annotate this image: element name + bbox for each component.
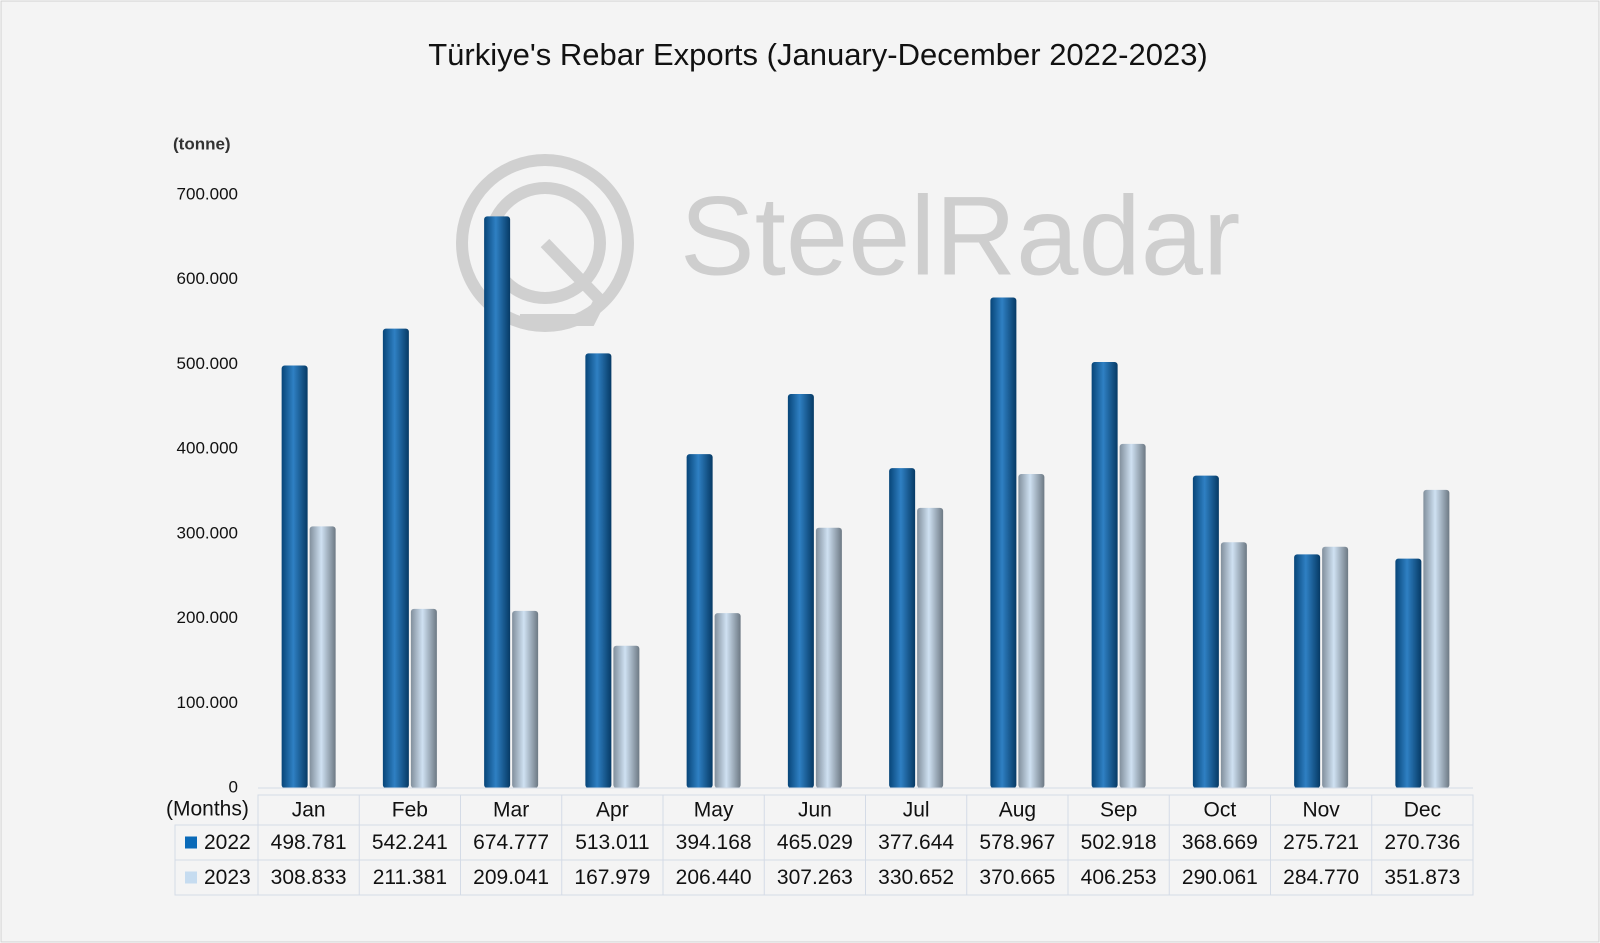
value-label: 270.736 (1384, 831, 1460, 854)
legend-label: 2023 (204, 866, 251, 889)
value-label: 209.041 (473, 866, 549, 889)
x-tick-label: Apr (596, 799, 629, 822)
bar (1220, 542, 1247, 788)
bar (1395, 558, 1422, 788)
bar (1192, 475, 1219, 788)
x-tick-label: Feb (392, 799, 428, 822)
value-label: 502.918 (1081, 831, 1157, 854)
watermark: SteelRadar (680, 174, 1240, 299)
value-label: 211.381 (373, 866, 447, 889)
bar (1091, 361, 1118, 788)
y-tick-label: 300.000 (177, 523, 238, 542)
x-tick-label: Jan (292, 799, 326, 822)
bar (889, 468, 916, 788)
y-tick-label: 700.000 (177, 184, 238, 203)
x-tick-label: Aug (999, 799, 1036, 822)
bar (917, 507, 944, 788)
x-tick-label: May (694, 799, 734, 822)
bar (714, 613, 741, 788)
value-label: 167.979 (574, 866, 650, 889)
value-label: 290.061 (1182, 866, 1258, 889)
y-tick-label: 0 (229, 777, 238, 796)
value-label: 307.263 (777, 866, 853, 889)
value-label: 206.440 (676, 866, 752, 889)
value-label: 674.777 (473, 831, 549, 854)
bar (1294, 554, 1321, 788)
bar (410, 608, 437, 788)
bar (585, 353, 612, 788)
chart-title: Türkiye's Rebar Exports (January-Decembe… (428, 37, 1208, 72)
x-tick-label: Mar (493, 799, 529, 822)
value-label: 351.873 (1384, 866, 1460, 889)
legend-label: 2022 (204, 831, 251, 854)
legend-swatch (185, 871, 197, 884)
x-tick-label: Nov (1302, 799, 1340, 822)
bar (1119, 443, 1146, 788)
value-label: 578.967 (979, 831, 1055, 854)
y-tick-label: 600.000 (177, 269, 238, 288)
bar (686, 454, 713, 788)
value-label: 377.644 (878, 831, 954, 854)
value-label: 308.833 (271, 866, 347, 889)
value-label: 406.253 (1081, 866, 1157, 889)
value-label: 513.011 (575, 831, 649, 854)
y-tick-label: 200.000 (177, 608, 238, 627)
value-label: 275.721 (1283, 831, 1359, 854)
bar (281, 365, 308, 788)
value-label: 330.652 (878, 866, 954, 889)
y-tick-label: 100.000 (177, 693, 238, 712)
bar (815, 527, 842, 788)
value-label: 368.669 (1182, 831, 1258, 854)
bar (787, 394, 814, 788)
legend-swatch (185, 836, 197, 849)
x-tick-label: Oct (1204, 799, 1237, 822)
x-tick-label: Sep (1100, 799, 1137, 822)
value-label: 284.770 (1283, 866, 1359, 889)
y-axis-label: (tonne) (173, 134, 231, 153)
value-label: 542.241 (372, 831, 448, 854)
value-label: 465.029 (777, 831, 853, 854)
bar (1322, 546, 1349, 788)
x-tick-label: Dec (1404, 799, 1441, 822)
bar (382, 328, 409, 788)
bar (613, 645, 640, 788)
bar (990, 297, 1017, 788)
bar (512, 610, 539, 788)
bar (1423, 489, 1450, 788)
x-tick-label: Jun (798, 799, 832, 822)
value-label: 394.168 (676, 831, 752, 854)
y-tick-label: 500.000 (177, 354, 238, 373)
y-tick-label: 400.000 (177, 439, 238, 458)
value-label: 370.665 (979, 866, 1055, 889)
bar (309, 526, 336, 788)
x-tick-label: Jul (903, 799, 930, 822)
x-axis-label: (Months) (166, 798, 249, 821)
bar (484, 216, 511, 788)
value-label: 498.781 (271, 831, 347, 854)
bar (1018, 473, 1045, 788)
